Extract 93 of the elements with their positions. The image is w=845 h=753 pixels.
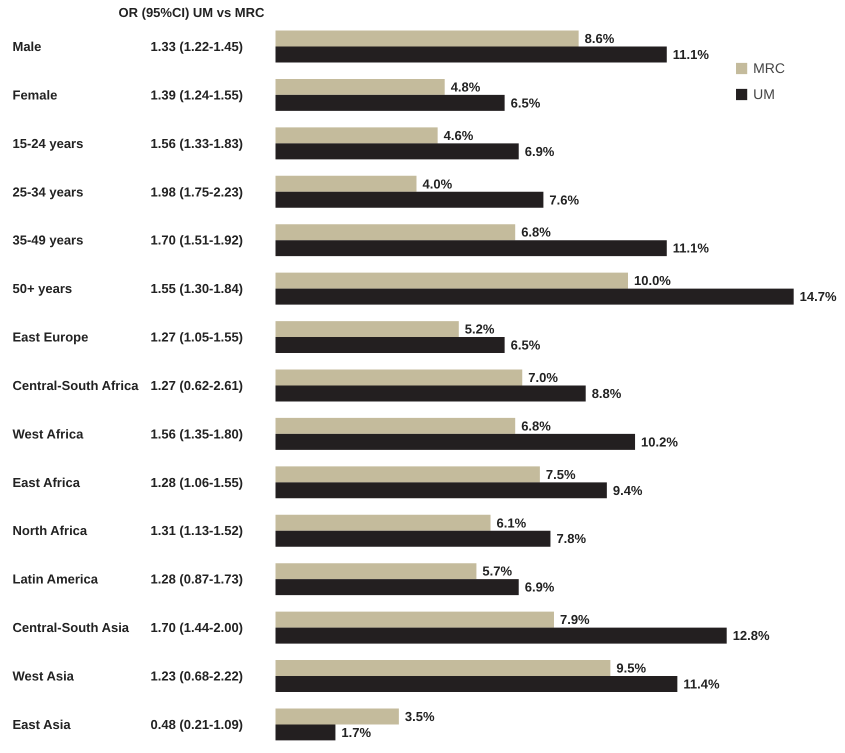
data-label: 5.7% xyxy=(482,564,512,579)
bar xyxy=(276,612,554,628)
text: 1.98 (1.75-2.23) xyxy=(150,184,244,200)
text: 1.33 (1.22-1.45) xyxy=(150,39,244,54)
data-label: 6.9% xyxy=(524,580,555,595)
bar xyxy=(276,628,727,644)
text: 0.48 (0.21-1.09) xyxy=(150,716,244,732)
bar xyxy=(276,434,636,450)
data-label: 11.4% xyxy=(683,676,720,692)
bar xyxy=(276,579,519,596)
bar xyxy=(276,708,399,724)
y-tick-label: North Africa xyxy=(12,523,88,538)
legend-label: UM xyxy=(753,86,775,102)
text: 1.55 (1.30-1.84) xyxy=(150,281,244,296)
bar xyxy=(276,466,540,482)
bar xyxy=(276,514,491,531)
bar xyxy=(276,321,459,338)
data-label: 7.5% xyxy=(546,466,576,482)
text: 1.39 (1.24-1.55) xyxy=(150,87,244,102)
data-label: 12.8% xyxy=(732,628,770,644)
bar xyxy=(276,418,516,434)
bar xyxy=(276,176,416,192)
data-label: 10.2% xyxy=(641,434,678,450)
data-label: 8.8% xyxy=(592,386,622,401)
text: 1.28 (1.06-1.55) xyxy=(150,474,244,490)
bar xyxy=(276,240,667,256)
data-label: 11.1% xyxy=(672,240,710,256)
text: 1.27 (1.05-1.55) xyxy=(150,330,244,345)
y-tick-label: East Europe xyxy=(12,330,88,345)
y-tick-label: 25-34 years xyxy=(12,184,84,200)
y-tick-label: Latin America xyxy=(12,572,99,587)
bar xyxy=(276,337,505,354)
data-label: 9.4% xyxy=(612,482,643,498)
data-label: 5.2% xyxy=(464,322,495,337)
bar xyxy=(276,143,519,160)
data-label: 6.1% xyxy=(496,515,527,530)
y-tick-label: 15-24 years xyxy=(12,136,84,151)
data-label: 6.5% xyxy=(510,338,541,353)
data-label: 4.6% xyxy=(444,128,474,143)
text: 1.56 (1.33-1.83) xyxy=(150,136,244,151)
bar xyxy=(276,530,550,547)
bar xyxy=(276,30,579,47)
data-label: 6.5% xyxy=(510,95,541,110)
y-tick-label: West Asia xyxy=(12,668,75,684)
bar xyxy=(276,224,516,240)
data-label: 7.0% xyxy=(528,370,558,385)
text: 1.31 (1.13-1.52) xyxy=(150,523,244,538)
bar xyxy=(276,94,505,111)
data-label: 6.8% xyxy=(521,224,552,240)
data-label: 4.8% xyxy=(450,79,481,94)
text: 1.27 (0.62-2.61) xyxy=(150,378,244,393)
y-tick-label: Female xyxy=(12,87,58,102)
data-label: 7.8% xyxy=(556,531,587,546)
text: 1.70 (1.51-1.92) xyxy=(150,232,244,248)
data-label: 4.0% xyxy=(422,176,453,192)
data-label: 3.5% xyxy=(404,708,435,724)
text: 1.56 (1.35-1.80) xyxy=(150,426,244,442)
bar xyxy=(276,288,794,305)
y-tick-label: Male xyxy=(12,39,42,54)
bar xyxy=(276,192,544,208)
y-tick-label: East Asia xyxy=(12,716,72,732)
text: OR (95%CI) UM vs MRC xyxy=(118,5,266,20)
bar xyxy=(276,369,522,386)
data-label: 8.6% xyxy=(584,31,615,46)
data-label: 7.9% xyxy=(560,612,590,628)
data-label: 1.7% xyxy=(341,724,372,740)
data-label: 10.0% xyxy=(634,273,672,288)
bar xyxy=(276,46,667,62)
text: 1.23 (0.68-2.22) xyxy=(150,668,244,684)
data-label: 6.9% xyxy=(524,144,555,159)
bar xyxy=(276,563,476,580)
data-label: 9.5% xyxy=(616,660,646,676)
y-tick-label: 50+ years xyxy=(12,281,72,296)
legend-label: MRC xyxy=(753,60,785,76)
text: 1.28 (0.87-1.73) xyxy=(150,572,244,587)
y-tick-label: Central-South Asia xyxy=(12,620,130,636)
data-label: 14.7% xyxy=(800,289,837,304)
bar xyxy=(276,272,628,289)
bar xyxy=(276,385,586,402)
data-label: 11.1% xyxy=(672,46,710,62)
data-label: 7.6% xyxy=(549,192,580,208)
bar xyxy=(276,78,445,95)
bar xyxy=(276,127,438,144)
y-tick-label: East Africa xyxy=(12,474,81,490)
y-tick-label: West Africa xyxy=(12,426,84,442)
data-label: 6.8% xyxy=(521,418,552,434)
text: 1.70 (1.44-2.00) xyxy=(150,620,244,636)
bar xyxy=(276,482,607,498)
bar xyxy=(276,660,610,676)
y-tick-label: 35-49 years xyxy=(12,232,84,248)
bar xyxy=(276,724,336,740)
bar xyxy=(276,676,678,692)
y-tick-label: Central-South Africa xyxy=(12,378,140,393)
